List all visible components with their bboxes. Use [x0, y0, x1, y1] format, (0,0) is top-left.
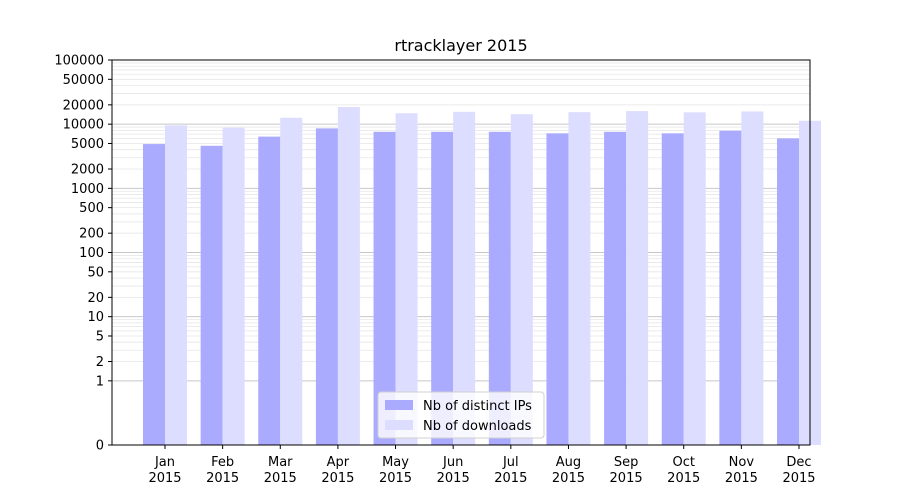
- bar-distinct-ips: [431, 131, 454, 446]
- y-tick-label: 10000: [63, 118, 104, 133]
- y-tick-label: 50: [87, 265, 104, 280]
- bar-distinct-ips: [661, 133, 684, 445]
- legend-label: Nb of downloads: [423, 419, 532, 434]
- bar-downloads: [568, 112, 591, 445]
- y-tick-label: 200: [79, 227, 104, 242]
- axes: 0 1 2 5 10 20 50 100 200 500 1000 2000 5000 10000 2000…: [54, 54, 815, 487]
- legend-label: Nb of distinct IPs: [423, 399, 532, 414]
- x-tick-label: Jul 2015: [494, 455, 527, 486]
- y-tick-label: 1000: [71, 182, 104, 197]
- legend: Nb of distinct IPs Nb of downloads: [377, 391, 545, 439]
- bar-downloads: [280, 117, 303, 445]
- bar-downloads: [222, 127, 245, 445]
- bar-distinct-ips: [143, 144, 165, 445]
- y-tick-label: 5: [96, 329, 104, 344]
- x-tick-label: Nov 2015: [725, 455, 758, 486]
- y-tick-label: 5000: [71, 137, 104, 152]
- x-tick-label: May 2015: [379, 455, 412, 486]
- bar-downloads: [741, 111, 764, 446]
- y-tick-label: 100000: [54, 54, 104, 69]
- bar-downloads: [395, 113, 418, 445]
- x-tick-label: Aug 2015: [552, 455, 585, 486]
- y-tick-label: 20000: [63, 98, 104, 113]
- x-tick-label: Mar 2015: [264, 455, 297, 486]
- x-tick-label: Jun 2015: [437, 455, 470, 486]
- x-tick-label: Feb 2015: [206, 455, 239, 486]
- legend-swatch: [385, 400, 413, 410]
- y-tick-label: 50000: [63, 73, 104, 88]
- x-tick-label: Jan 2015: [148, 455, 181, 486]
- bar-distinct-ips: [258, 136, 281, 445]
- x-tick-label: Oct 2015: [667, 455, 700, 486]
- y-tick-label: 100: [79, 246, 104, 261]
- x-tick-label: Dec 2015: [782, 455, 815, 486]
- legend-box: [377, 391, 545, 439]
- y-tick-label: 0: [96, 439, 104, 454]
- bar-downloads: [337, 107, 360, 446]
- y-tick-label: 2000: [71, 163, 104, 178]
- y-tick-label: 10: [87, 310, 104, 325]
- bar-downloads: [453, 111, 476, 445]
- y-tick-label: 20: [87, 291, 104, 306]
- chart-title: rtracklayer 2015: [394, 36, 527, 55]
- bar-distinct-ips: [488, 131, 511, 446]
- bar-downloads: [626, 111, 649, 445]
- bar-distinct-ips: [315, 128, 338, 445]
- bar-distinct-ips: [604, 131, 627, 446]
- bar-distinct-ips: [546, 133, 569, 445]
- bar-distinct-ips: [777, 138, 799, 445]
- bar-downloads: [165, 125, 187, 445]
- y-tick-label: 2: [96, 355, 104, 370]
- bar-downloads: [683, 112, 706, 445]
- y-tick-label: 500: [79, 201, 104, 216]
- x-tick-label: Sep 2015: [610, 455, 643, 486]
- legend-swatch: [385, 420, 413, 430]
- bar-distinct-ips: [719, 130, 742, 445]
- y-tick-label: 1: [96, 374, 104, 389]
- x-tick-label: Apr 2015: [321, 455, 354, 486]
- bar-distinct-ips: [200, 145, 223, 445]
- bar-downloads: [510, 114, 533, 445]
- bar-distinct-ips: [373, 131, 396, 446]
